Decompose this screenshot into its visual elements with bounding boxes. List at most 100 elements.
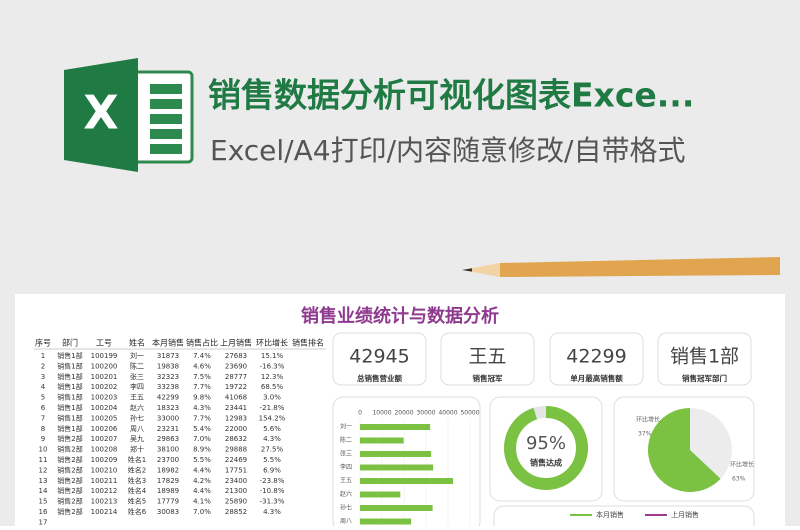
- bar: [360, 478, 454, 484]
- category-label: 张三: [340, 450, 352, 458]
- table-cell: 100213: [91, 498, 118, 506]
- table-cell: 41068: [225, 394, 247, 402]
- table-cell: 31873: [157, 352, 179, 360]
- bar: [360, 424, 431, 430]
- table-cell: 100208: [91, 446, 118, 454]
- kpi-label: 总销售营业额: [357, 373, 402, 383]
- table-cell: -10.8%: [260, 487, 285, 495]
- table-cell: 姓名2: [128, 465, 146, 474]
- table-cell: 100200: [91, 362, 118, 370]
- bar: [360, 464, 434, 471]
- excel-logo: [64, 58, 194, 172]
- table-cell: 100212: [91, 487, 118, 495]
- table-cell: 3: [41, 373, 45, 381]
- table-cell: 38100: [157, 446, 179, 454]
- table-cell: 21300: [225, 487, 247, 495]
- bar: [360, 451, 432, 457]
- table-cell: 销售2部: [57, 455, 82, 464]
- table-cell: 销售1部: [57, 403, 82, 412]
- table-cell: 销售1部: [57, 382, 82, 391]
- table-cell: 5.5%: [193, 456, 211, 464]
- table-cell: 6.9%: [263, 466, 281, 474]
- table-cell: 11: [39, 456, 48, 464]
- table-cell: 100202: [91, 383, 118, 391]
- table-cell: 22469: [225, 456, 247, 464]
- table-cell: 9: [41, 435, 45, 443]
- column-header: 序号: [35, 338, 51, 348]
- table-cell: 4.4%: [193, 487, 211, 495]
- table-cell: 100214: [91, 508, 118, 516]
- table-cell: 23700: [157, 456, 179, 464]
- kpi-card: [657, 332, 752, 386]
- table-cell: 42299: [157, 394, 179, 402]
- table-cell: 销售2部: [57, 465, 82, 474]
- table-cell: 8.9%: [193, 446, 211, 454]
- table-cell: 4.3%: [263, 508, 281, 516]
- table-cell: 154.2%: [259, 414, 286, 422]
- table-cell: -31.3%: [260, 498, 285, 506]
- table-cell: 2: [41, 362, 45, 370]
- column-header: 销售占比: [186, 338, 218, 348]
- table-cell: 1: [41, 352, 45, 360]
- table-cell: 姓名5: [128, 497, 146, 506]
- table-cell: 25890: [225, 498, 247, 506]
- bar: [360, 505, 433, 511]
- column-header: 环比增长: [256, 338, 288, 348]
- table-cell: -16.3%: [260, 362, 285, 370]
- table-cell: 19838: [157, 362, 179, 370]
- table-cell: 郑十: [130, 445, 144, 454]
- x-tick-label: 50000: [460, 410, 479, 417]
- table-cell: -23.8%: [260, 477, 285, 485]
- pencil: [462, 257, 780, 277]
- table-cell: 张三: [130, 372, 144, 381]
- table-cell: 4.2%: [193, 477, 211, 485]
- kpi-card: [332, 332, 427, 386]
- title: 销售数据分析可视化图表Exce...: [208, 76, 694, 115]
- legend-label: 上月销售: [671, 510, 699, 519]
- table-cell: 姓名6: [128, 507, 147, 516]
- table-cell: 7.4%: [193, 352, 211, 360]
- table-cell: 4: [41, 383, 46, 391]
- table-cell: 17: [39, 518, 48, 526]
- column-header: 姓名: [129, 338, 145, 348]
- table-cell: 100205: [91, 414, 118, 422]
- table-cell: 33238: [157, 383, 179, 391]
- table-cell: 23441: [225, 404, 247, 412]
- table-cell: 27.5%: [261, 446, 284, 454]
- table-cell: 5.5%: [263, 456, 281, 464]
- table-cell: 29888: [225, 446, 247, 454]
- kpi-value: 42299: [566, 346, 626, 368]
- category-label: 陈二: [340, 436, 352, 444]
- category-label: 王五: [340, 478, 352, 485]
- category-label: 孙七: [340, 504, 352, 512]
- table-cell: 17829: [157, 477, 179, 485]
- donut-arc: [504, 406, 588, 490]
- table-cell: 7.7%: [193, 414, 211, 422]
- table-cell: 68.5%: [261, 383, 284, 391]
- table-cell: 100201: [91, 373, 118, 381]
- kpi-card: [549, 332, 644, 386]
- table-cell: 4.4%: [193, 466, 211, 474]
- pie-value: 37%: [638, 431, 652, 438]
- sheet-title: 销售业绩统计与数据分析: [301, 305, 499, 327]
- table-cell: 销售2部: [57, 445, 82, 454]
- table-cell: 15.1%: [261, 352, 284, 360]
- table-cell: 销售2部: [57, 476, 82, 485]
- kpi-label: 销售冠军: [473, 373, 503, 383]
- table-cell: 100207: [91, 435, 118, 443]
- table-cell: 8: [41, 425, 45, 433]
- table-cell: 4.6%: [193, 362, 211, 370]
- table-cell: 赵六: [130, 403, 144, 412]
- table-cell: 100206: [91, 425, 118, 433]
- column-header: 部门: [62, 338, 78, 348]
- table-cell: 销售1部: [57, 413, 82, 422]
- category-label: 周八: [340, 518, 352, 525]
- bar: [360, 491, 401, 498]
- table-cell: 吴九: [130, 434, 144, 443]
- table-cell: 19722: [225, 383, 247, 391]
- table-cell: 29863: [157, 435, 179, 443]
- kpi-value: 王五: [468, 346, 506, 368]
- table-cell: 28852: [225, 508, 247, 516]
- table-cell: 17779: [157, 498, 179, 506]
